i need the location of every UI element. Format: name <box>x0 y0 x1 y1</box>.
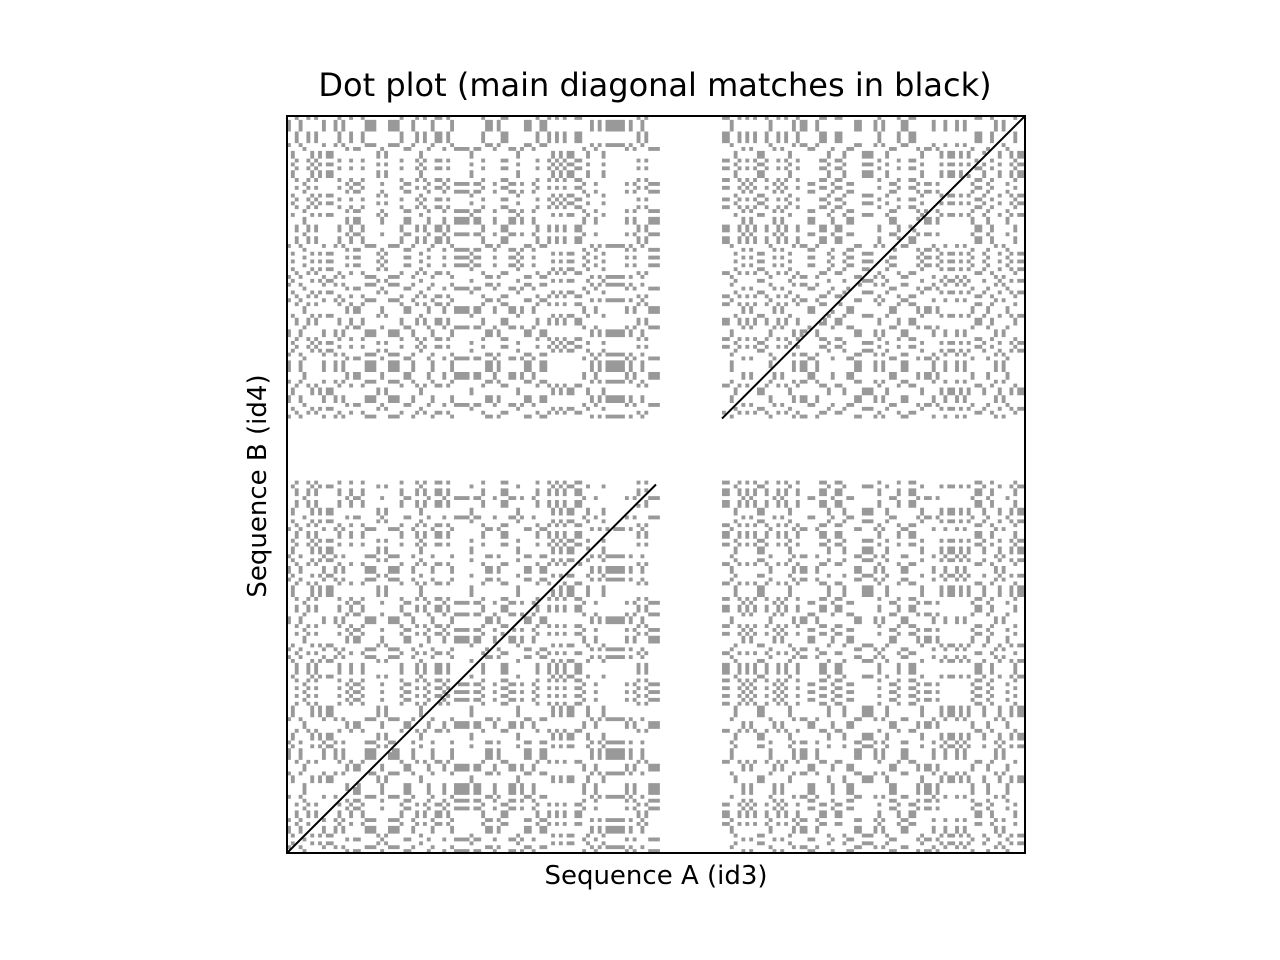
match-dot-cells <box>287 116 1025 853</box>
y-axis-label: Sequence B (id4) <box>243 374 273 598</box>
diagonal-segment-A1-B1 <box>286 483 657 854</box>
diagonal-matches <box>286 115 1026 854</box>
plot-frame <box>286 115 1026 854</box>
diagonal-segment-A2-B2 <box>721 115 1026 420</box>
match-dots <box>287 116 1025 853</box>
chart-title: Dot plot (main diagonal matches in black… <box>318 66 992 104</box>
x-axis-label: Sequence A (id3) <box>544 861 768 891</box>
